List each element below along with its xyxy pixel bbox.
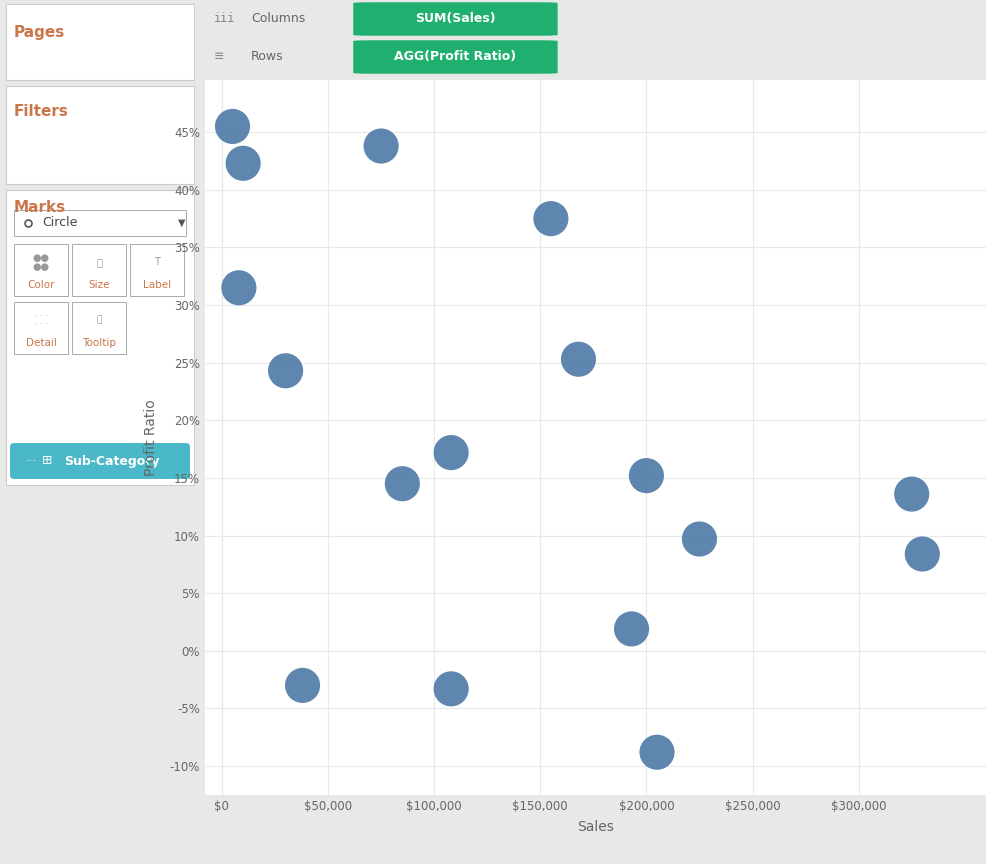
Point	[444, 682, 459, 696]
Point	[278, 364, 294, 378]
Point	[649, 746, 665, 759]
FancyBboxPatch shape	[10, 443, 190, 479]
Text: Pages: Pages	[14, 24, 65, 40]
FancyBboxPatch shape	[14, 302, 68, 354]
Point	[231, 281, 246, 295]
Text: T: T	[154, 257, 160, 267]
Text: · · ·
· · ·: · · · · · ·	[34, 312, 48, 329]
Text: ▼: ▼	[178, 218, 185, 228]
Text: AGG(Profit Ratio): AGG(Profit Ratio)	[394, 50, 517, 63]
Text: iii: iii	[214, 12, 236, 25]
Text: 💬: 💬	[97, 315, 102, 325]
Text: Tooltip: Tooltip	[82, 338, 116, 347]
FancyBboxPatch shape	[6, 190, 194, 485]
FancyBboxPatch shape	[353, 41, 558, 73]
Point	[914, 547, 930, 561]
Point	[236, 156, 251, 170]
Point	[543, 212, 559, 226]
Text: Filters: Filters	[14, 105, 69, 119]
Text: ≡: ≡	[214, 50, 225, 63]
Text: Marks: Marks	[14, 200, 66, 215]
Text: Rows: Rows	[251, 50, 284, 63]
FancyBboxPatch shape	[72, 244, 126, 296]
Text: Sub-Category: Sub-Category	[64, 454, 160, 467]
Text: Color: Color	[28, 280, 55, 289]
FancyBboxPatch shape	[353, 3, 558, 35]
Y-axis label: Profit Ratio: Profit Ratio	[144, 399, 158, 476]
Point	[394, 477, 410, 491]
Point	[571, 353, 587, 366]
FancyBboxPatch shape	[6, 4, 194, 80]
Point	[374, 139, 389, 153]
Text: ···: ···	[26, 456, 36, 466]
FancyBboxPatch shape	[14, 244, 68, 296]
FancyBboxPatch shape	[72, 302, 126, 354]
Text: Size: Size	[89, 280, 109, 289]
Text: Columns: Columns	[251, 12, 306, 25]
Text: Detail: Detail	[26, 338, 56, 347]
Text: Label: Label	[143, 280, 171, 289]
Point	[624, 622, 640, 636]
Text: ⊞: ⊞	[42, 454, 52, 467]
Point	[691, 532, 707, 546]
Point	[904, 487, 920, 501]
Point	[444, 446, 459, 460]
FancyBboxPatch shape	[130, 244, 184, 296]
Text: SUM(Sales): SUM(Sales)	[415, 12, 496, 25]
Point	[225, 119, 241, 133]
X-axis label: Sales: Sales	[577, 820, 614, 834]
FancyBboxPatch shape	[6, 86, 194, 184]
Text: Circle: Circle	[42, 217, 77, 230]
Text: ●●
●●: ●● ●●	[33, 252, 49, 272]
FancyBboxPatch shape	[14, 210, 186, 236]
Point	[639, 469, 655, 483]
Point	[295, 678, 311, 692]
Text: ⬭: ⬭	[96, 257, 102, 267]
